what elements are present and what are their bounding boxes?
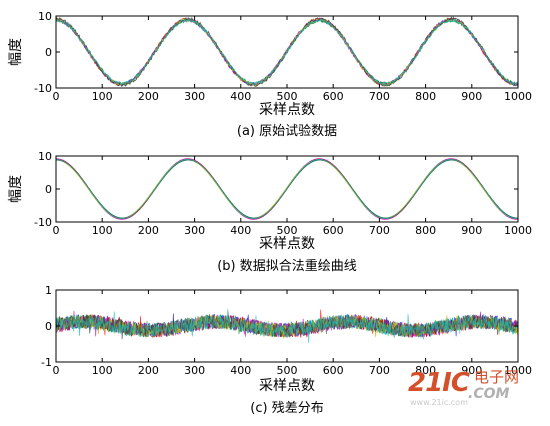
series-line-6 <box>56 314 518 339</box>
x-tick-label: 900 <box>461 224 482 237</box>
series-line-8 <box>56 309 518 339</box>
x-tick-label: 600 <box>323 364 344 377</box>
y-axis-label: 幅度 <box>8 175 24 203</box>
x-axis-label: 采样点数 <box>259 236 315 252</box>
series-group <box>56 309 518 343</box>
series-line-8 <box>56 18 518 86</box>
x-axis-label: 采样点数 <box>259 378 315 394</box>
x-tick-label: 0 <box>53 90 60 103</box>
x-tick-label: 400 <box>230 364 251 377</box>
x-tick-label: 100 <box>92 90 113 103</box>
x-tick-label: 300 <box>184 364 205 377</box>
x-tick-label: 400 <box>230 90 251 103</box>
panel-caption: (b) 数据拟合法重绘曲线 <box>217 258 357 274</box>
series-group <box>56 16 518 87</box>
y-tick-label: 0 <box>45 46 52 59</box>
panel-caption: (a) 原始试验数据 <box>237 123 337 139</box>
y-tick-label: -10 <box>34 216 52 229</box>
x-axis-label: 采样点数 <box>259 102 315 118</box>
x-tick-label: 400 <box>230 224 251 237</box>
watermark-cn: 电子网 <box>474 368 520 386</box>
series-line-8 <box>56 159 518 219</box>
watermark-url: www.21ic.com <box>410 398 468 407</box>
y-axis-label: 幅度 <box>8 38 24 66</box>
x-tick-label: 0 <box>53 364 60 377</box>
x-tick-label: 900 <box>461 90 482 103</box>
x-tick-label: 200 <box>138 364 159 377</box>
x-tick-label: 700 <box>369 224 390 237</box>
x-tick-label: 800 <box>415 364 436 377</box>
y-tick-label: 10 <box>38 10 52 23</box>
x-tick-label: 200 <box>138 224 159 237</box>
x-tick-label: 500 <box>277 364 298 377</box>
watermark-logo: 21IC 电子网 .COM www.21ic.com <box>404 368 542 412</box>
x-tick-label: 1000 <box>504 364 532 377</box>
y-tick-label: 10 <box>38 150 52 163</box>
x-tick-label: 700 <box>369 90 390 103</box>
series-line-7 <box>56 16 518 87</box>
y-tick-label: 0 <box>45 183 52 196</box>
panel-caption: (c) 残差分布 <box>250 401 323 416</box>
x-tick-label: 800 <box>415 224 436 237</box>
series-group <box>56 158 518 220</box>
x-tick-label: 700 <box>369 364 390 377</box>
x-tick-label: 900 <box>461 364 482 377</box>
watermark-main: 21IC <box>408 368 470 398</box>
x-tick-label: 300 <box>184 224 205 237</box>
watermark-com: .COM <box>468 386 510 402</box>
x-tick-label: 100 <box>92 224 113 237</box>
x-tick-label: 1000 <box>504 90 532 103</box>
x-tick-label: 100 <box>92 364 113 377</box>
x-tick-label: 1000 <box>504 224 532 237</box>
x-tick-label: 800 <box>415 90 436 103</box>
panel-c-residuals: 0 100 200 300 400 500 600 700 800 900 1000-101采样点数… <box>41 284 532 416</box>
x-tick-label: 500 <box>277 224 298 237</box>
y-tick-label: 0 <box>45 320 52 333</box>
y-tick-label: 1 <box>45 284 52 297</box>
x-tick-label: 600 <box>323 224 344 237</box>
panel-a-raw-data: 0 100 200 300 400 500 600 700 800 900 1000-10010采样… <box>8 10 532 139</box>
y-tick-label: -1 <box>41 356 52 369</box>
y-tick-label: -10 <box>34 82 52 95</box>
x-tick-label: 300 <box>184 90 205 103</box>
x-tick-label: 200 <box>138 90 159 103</box>
x-tick-label: 500 <box>277 90 298 103</box>
panel-b-fitted-curves: 0 100 200 300 400 500 600 700 800 900 1000-10010采样… <box>8 150 532 274</box>
x-tick-label: 600 <box>323 90 344 103</box>
x-tick-label: 0 <box>53 224 60 237</box>
